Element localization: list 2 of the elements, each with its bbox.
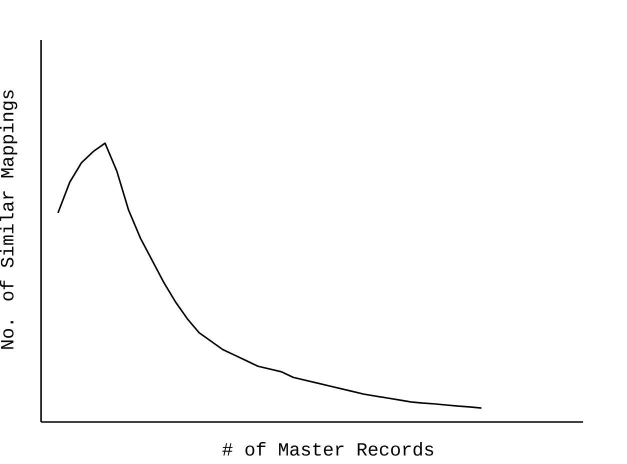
x-axis-title: # of Master Records xyxy=(222,442,434,456)
y-axis-title: No. of Similar Mappings xyxy=(0,90,18,349)
